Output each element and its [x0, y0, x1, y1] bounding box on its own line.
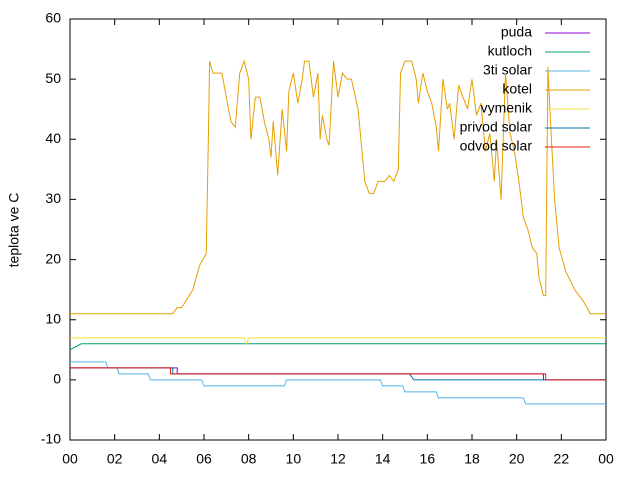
x-tick-label: 16	[420, 451, 436, 467]
y-tick-label: 40	[45, 130, 61, 146]
series-line	[69, 343, 606, 351]
x-tick-label: 14	[375, 451, 391, 467]
series-line	[70, 367, 606, 381]
x-tick-label: 20	[509, 451, 525, 467]
legend-label: kutloch	[488, 43, 532, 59]
legend-label: puda	[501, 24, 532, 40]
x-tick-label: 00	[598, 451, 614, 467]
y-tick-label: 10	[45, 310, 61, 326]
y-tick-label: -10	[41, 431, 61, 447]
series-line	[70, 337, 606, 346]
series-line	[70, 59, 606, 315]
x-tick-label: 00	[62, 451, 78, 467]
y-tick-label: 30	[45, 190, 61, 206]
legend-label: privod solar	[460, 119, 533, 135]
x-tick-label: 04	[152, 451, 168, 467]
y-axis-label: teplota ve C	[6, 193, 22, 268]
y-tick-label: 60	[45, 10, 61, 26]
x-tick-label: 22	[554, 451, 570, 467]
x-tick-label: 10	[286, 451, 302, 467]
x-tick-label: 08	[241, 451, 257, 467]
series-line	[70, 361, 606, 405]
y-tick-label: 0	[53, 371, 61, 387]
y-tick-label: 50	[45, 70, 61, 86]
legend-label: 3ti solar	[483, 62, 532, 78]
x-tick-label: 02	[107, 451, 123, 467]
x-tick-label: 18	[464, 451, 480, 467]
legend-label: kotel	[502, 81, 532, 97]
legend-label: vymenik	[481, 100, 533, 116]
x-tick-label: 12	[330, 451, 346, 467]
legend-label: odvod solar	[460, 138, 533, 154]
y-tick-label: 20	[45, 250, 61, 266]
x-tick-label: 06	[196, 451, 212, 467]
